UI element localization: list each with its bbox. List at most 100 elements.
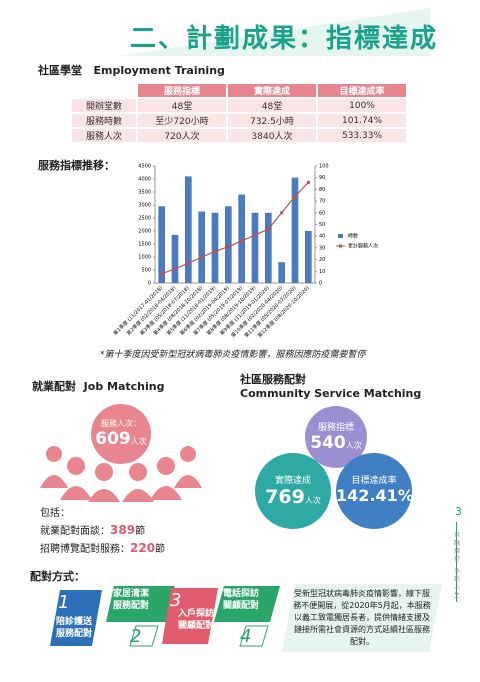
job-title: 就業配對 Job Matching [32,378,164,394]
item-value: 220 [130,541,156,555]
bar [265,212,272,283]
side-text2: 多彩人生 [454,568,461,599]
step-line: 陪診護送 [55,617,92,627]
chart: 0 500 1000 1500 2000 2500 3000 3500 4000 4500 0 10 2… [112,164,378,340]
y2-tick-label: 0 [319,281,322,287]
step-line: 家居清潔 [112,589,149,599]
y2-tick-label: 50 [319,222,325,228]
y2-tick-label: 80 [319,187,325,193]
row: 服務時數 至少720小時 732.5小時 101.74% [72,114,406,127]
item-unit: 節 [135,526,146,537]
side-text1: 共融燦行 [454,532,461,563]
step-line: 服務配對 [112,601,149,611]
served-box: 服務人次： 609人次 [91,418,151,449]
cell: 720人次 [138,129,226,142]
job-item: 就業配對面談：389節 [40,522,165,540]
item-value: 389 [110,523,136,537]
bar [305,231,312,283]
line-marker [293,194,297,198]
line-marker [226,245,230,249]
y2-tick-label: 70 [319,199,325,205]
cell: 3840人次 [228,129,316,142]
line-marker [186,261,190,265]
y-tick-label: 2500 [138,216,151,222]
cell: 服務時數 [72,114,136,127]
y-tick-label: 4000 [138,177,151,183]
header-cell: 實際達成 [228,84,316,97]
step-label: 家居清潔 服務配對 [108,588,154,612]
step-number: 3 [170,590,182,611]
step-label: 陪診護送 服務配對 [46,616,102,640]
bar [251,212,259,283]
cell: 732.5小時 [228,114,316,127]
item-label: 就業配對面談： [40,526,110,537]
y2-tick-label: 40 [319,234,325,240]
bar [185,176,192,283]
item-unit: 節 [155,544,166,555]
step-line: 服務配對 [55,629,92,639]
unit: 人次 [304,496,321,505]
y2-tick-label: 90 [319,175,325,181]
legend-label: 時數 [348,233,358,240]
title-en: Employment Training [93,64,225,77]
line-marker [173,267,177,271]
step-label: 入戶探訪 關顧配對 [173,608,219,632]
label: 目標達成率 [351,476,397,486]
cell: 48堂 [228,99,316,112]
label: 實際達成 [274,476,311,486]
step-number: 1 [58,592,70,613]
line [161,181,309,275]
title-zh: 社區服務配對 [240,373,306,386]
served-label: 服務人次： [101,419,141,428]
cell: 開辦堂數 [72,99,136,112]
legend-swatch [338,234,343,238]
y2-tick-label: 100 [319,164,329,170]
y-tick-label: 1000 [138,255,151,261]
y-tick-label: 2000 [138,229,151,235]
methods-shapes [50,586,280,647]
y-tick-label: 0 [148,281,151,287]
title-en: Community Service Matching [240,387,422,400]
cell: 101.74% [318,114,406,127]
value: 769 [265,486,305,508]
methods-title: 配對方式： [30,570,85,583]
y2-tick-label: 30 [319,245,325,251]
bar [278,262,285,283]
line-marker [240,239,244,243]
bar [238,194,245,283]
rate-circle: 目標達成率 142.41% [336,453,414,529]
step-line: 電話探訪 [222,589,259,599]
line-marker [266,227,270,231]
job-includes: 包括： 就業配對面談：389節 招聘博覽配對服務：220節 [40,505,165,558]
y-tick-label: 4500 [138,164,151,170]
cell: 533.33% [318,129,406,142]
served-value: 609 [95,429,131,449]
label: 服務指標 [317,423,354,433]
legend-swatch [339,244,342,248]
section-title: 社區學堂 Employment Training [38,62,225,78]
bar [158,206,165,283]
bar [225,206,232,283]
y-tick-label: 3500 [138,190,151,196]
y2-tick-label: 10 [319,269,325,275]
page-number: 3 [455,505,462,518]
legend-label: 累計服務人次 [348,243,378,250]
bar [291,177,299,283]
page-title: 二、計劃成果：指標達成 [130,24,439,54]
step-line: 入戶探訪 [177,609,214,619]
cell: 48堂 [138,99,226,112]
row: 開辦堂數 48堂 48堂 100% [72,99,406,112]
y2-tick-label: 60 [319,210,325,216]
unit: 人次 [345,441,362,450]
cell: 服務人次 [72,129,136,142]
line-marker [280,211,284,215]
y-tick-label: 1500 [138,242,151,248]
empty-cell [72,84,136,97]
line-marker [200,255,204,259]
y-tick-label: 500 [141,268,151,274]
y2-tick-label: 20 [319,257,325,263]
job-item: 招聘博覽配對服務：220節 [40,540,165,558]
line-marker [306,180,310,184]
served-unit: 人次 [130,437,147,446]
